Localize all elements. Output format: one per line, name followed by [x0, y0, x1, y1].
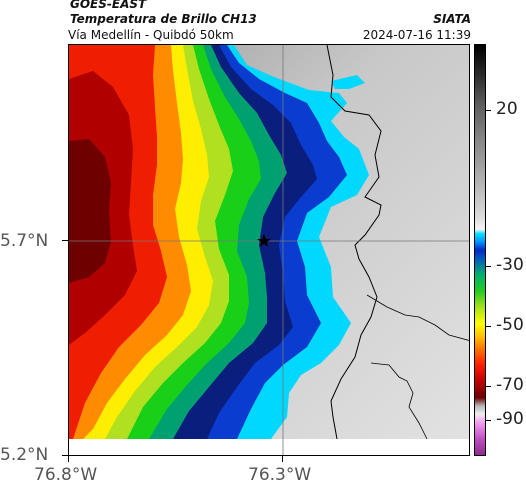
timestamp-label: 2024-07-16 11:39 [362, 28, 471, 42]
colorbar-label-20: 20 [496, 99, 518, 119]
colorbar-tick-minus-90 [486, 420, 491, 421]
tick-lon-76-3 [282, 456, 283, 462]
colorbar-tick-20 [486, 110, 491, 111]
title-product: Temperatura de Brillo CH13 [70, 12, 257, 26]
longitude-label-76-3: 76.3°W [248, 465, 312, 485]
tick-lon-76-8 [68, 456, 69, 462]
longitude-label-76-8: 76.8°W [34, 465, 98, 485]
colorbar-label-minus-50: -50 [496, 315, 524, 335]
small-cloud-cyan-patch [331, 75, 365, 89]
title-route: Vía Medellín - Quibdó 50km [68, 28, 234, 42]
cloud-coldest-core [69, 139, 111, 283]
brightness-temperature-map [68, 44, 470, 456]
organization-label: SIATA [433, 12, 471, 26]
title-satellite: GOES-EAST [70, 0, 147, 11]
colorbar-label-minus-90: -90 [496, 409, 524, 429]
colorbar-tick-minus-50 [486, 326, 491, 327]
colorbar-label-minus-70: -70 [496, 375, 524, 395]
colorbar-tick-minus-30 [486, 266, 491, 267]
latitude-label-5-2: 5.2°N [0, 445, 49, 465]
latitude-label-5-7: 5.7°N [0, 231, 49, 251]
temperature-colorbar [474, 44, 486, 456]
coastline [326, 45, 382, 440]
tick-lat-5-2 [62, 455, 68, 456]
star-icon [257, 234, 271, 247]
boundary-line [366, 294, 469, 341]
colorbar-tick-minus-70 [486, 386, 491, 387]
small-cloud-cyan-patch-2 [255, 395, 273, 415]
map-canvas [69, 45, 469, 455]
colorbar-label-minus-30: -30 [496, 255, 524, 275]
boundary-line-2 [370, 362, 428, 440]
tick-lat-5-7 [62, 240, 68, 241]
